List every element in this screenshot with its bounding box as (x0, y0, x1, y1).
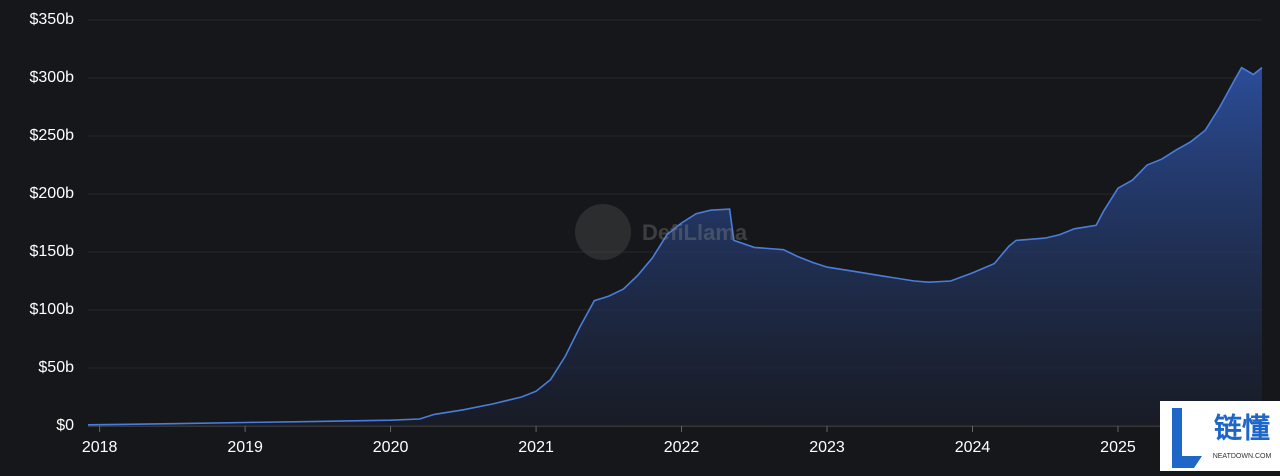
x-tick-label: 2018 (82, 439, 118, 456)
area-fill (88, 67, 1262, 426)
y-tick-label: $300b (30, 69, 75, 86)
logo-subtitle: NEATDOWN.COM (1213, 453, 1272, 460)
watermark-icon (575, 204, 631, 260)
y-tick-label: $200b (30, 185, 75, 202)
y-tick-label: $100b (30, 301, 75, 318)
y-tick-label: $250b (30, 127, 75, 144)
watermark: DefiLlama (575, 204, 748, 260)
y-tick-label: $0 (56, 417, 74, 434)
y-tick-label: $50b (38, 359, 74, 376)
logo-title: 链懂 (1214, 412, 1270, 443)
logo-mark (1172, 408, 1202, 468)
y-tick-label: $150b (30, 243, 75, 260)
watermark-text: DefiLlama (642, 220, 748, 245)
x-tick-label: 2025 (1100, 439, 1136, 456)
x-tick-label: 2021 (518, 439, 554, 456)
x-tick-label: 2020 (373, 439, 409, 456)
y-tick-label: $350b (30, 11, 75, 28)
x-tick-label: 2023 (809, 439, 845, 456)
x-tick-label: 2022 (664, 439, 700, 456)
area-line (87, 66, 1263, 426)
logo: 链懂 NEATDOWN.COM (1160, 401, 1280, 471)
x-tick-label: 2019 (227, 439, 263, 456)
x-tick-label: 2024 (955, 439, 991, 456)
